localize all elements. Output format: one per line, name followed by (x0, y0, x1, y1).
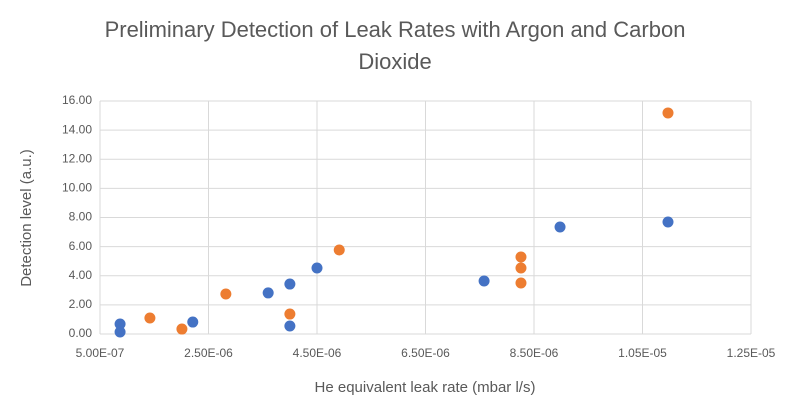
point (662, 107, 674, 119)
point (515, 262, 527, 274)
x-tick-label: 2.50E-06 (184, 346, 233, 360)
x-tick-label: 8.50E-06 (510, 346, 559, 360)
x-tick-label: 5.00E-07 (76, 346, 125, 360)
x-tick-label: 6.50E-06 (401, 346, 450, 360)
y-tick-label: 10.00 (62, 181, 92, 195)
y-tick-label: 2.00 (69, 297, 93, 311)
y-tick-label: 14.00 (62, 122, 92, 136)
y-tick-label: 12.00 (62, 151, 92, 165)
point (662, 216, 674, 228)
y-tick-label: 4.00 (69, 268, 93, 282)
y-axis-title: Detection level (a.u.) (18, 149, 35, 287)
point (187, 316, 199, 328)
x-tick-label: 4.50E-06 (293, 346, 342, 360)
y-tick-label: 8.00 (69, 210, 93, 224)
point (333, 244, 345, 256)
y-tick-label: 6.00 (69, 239, 93, 253)
point (284, 308, 296, 320)
x-tick-label: 1.05E-05 (618, 346, 667, 360)
point (554, 221, 566, 233)
chart-title: Preliminary Detection of Leak Rates with… (104, 17, 686, 74)
point (515, 251, 527, 263)
point (284, 278, 296, 290)
y-tick-label: 16.00 (62, 93, 92, 107)
x-tick-label: 1.25E-05 (727, 346, 776, 360)
point (515, 277, 527, 289)
point (262, 287, 274, 299)
x-axis-title: He equivalent leak rate (mbar l/s) (315, 379, 536, 396)
point (144, 312, 156, 324)
point (220, 288, 232, 300)
point (284, 320, 296, 332)
point (311, 262, 323, 274)
point (176, 323, 188, 335)
y-tick-label: 0.00 (69, 326, 93, 340)
point (478, 275, 490, 287)
point (114, 326, 126, 338)
point (114, 318, 126, 330)
